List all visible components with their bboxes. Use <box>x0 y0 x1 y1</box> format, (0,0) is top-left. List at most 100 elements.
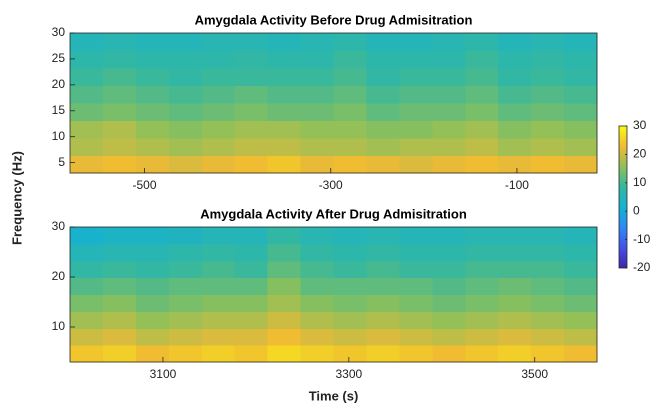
heatmap-cell <box>498 33 531 51</box>
heatmap-cell <box>235 121 268 139</box>
heatmap-cell <box>366 86 399 104</box>
heatmap-cell <box>235 33 268 51</box>
heatmap-cell <box>465 227 498 244</box>
heatmap-cell <box>70 345 103 362</box>
heatmap-cell <box>136 33 169 51</box>
heatmap-cell <box>334 121 367 139</box>
heatmap-cell <box>432 227 465 244</box>
heatmap-cell <box>268 278 301 295</box>
heatmap-cell <box>301 138 334 156</box>
x-tick-label: 3100 <box>150 367 177 381</box>
heatmap-cell <box>564 33 597 51</box>
heatmap-cell <box>169 33 202 51</box>
heatmap-cell <box>432 345 465 362</box>
heatmap-cell <box>202 295 235 312</box>
heatmap-cell <box>169 156 202 174</box>
heatmap-cell <box>498 328 531 345</box>
heatmap-cell <box>235 68 268 86</box>
heatmap-cell <box>531 244 564 261</box>
heatmap-cell <box>235 138 268 156</box>
heatmap-cell <box>334 33 367 51</box>
heatmap-cell <box>498 138 531 156</box>
heatmap-cell <box>235 227 268 244</box>
heatmap-cell <box>366 328 399 345</box>
heatmap-cell <box>136 51 169 69</box>
heatmap-cell <box>334 295 367 312</box>
y-tick-label: 30 <box>52 219 66 233</box>
heatmap-cell <box>366 278 399 295</box>
heatmap-cell <box>235 311 268 328</box>
heatmap-cell <box>334 51 367 69</box>
y-tick-label: 15 <box>52 103 66 117</box>
heatmap-cell <box>103 244 136 261</box>
colorbar-tick-label: 30 <box>633 118 647 132</box>
heatmap-cell <box>498 86 531 104</box>
heatmap-cell <box>103 33 136 51</box>
heatmap-cell <box>169 345 202 362</box>
heatmap-cell <box>268 261 301 278</box>
heatmap-cell <box>70 156 103 174</box>
heatmap-cell <box>301 121 334 139</box>
heatmap-cell <box>136 103 169 121</box>
heatmap-cell <box>366 156 399 174</box>
heatmap-cell <box>399 328 432 345</box>
heatmap-cell <box>301 328 334 345</box>
x-tick-label: -100 <box>505 178 529 192</box>
heatmap-cell <box>268 227 301 244</box>
heatmap-cell <box>531 227 564 244</box>
heatmap-cell <box>432 103 465 121</box>
heatmap-cell <box>202 345 235 362</box>
heatmap-cell <box>70 121 103 139</box>
heatmap-cell <box>498 244 531 261</box>
heatmap-cell <box>136 328 169 345</box>
heatmap-cell <box>432 33 465 51</box>
heatmap-cell <box>103 345 136 362</box>
heatmap-cell <box>103 121 136 139</box>
heatmap-cell <box>334 244 367 261</box>
chart-title: Amygdala Activity Before Drug Admisitrat… <box>195 12 473 27</box>
heatmap-cell <box>498 51 531 69</box>
heatmap-cell <box>334 138 367 156</box>
heatmap-cell <box>465 51 498 69</box>
y-tick-label: 20 <box>52 77 66 91</box>
heatmap-cell <box>268 103 301 121</box>
heatmap-cell <box>235 261 268 278</box>
heatmap-cell <box>235 51 268 69</box>
heatmap-cell <box>70 138 103 156</box>
y-tick-label: 5 <box>58 155 65 169</box>
heatmap-cell <box>531 345 564 362</box>
heatmap-cell <box>70 68 103 86</box>
heatmap-cell <box>564 311 597 328</box>
heatmap-cell <box>399 103 432 121</box>
heatmap-cell <box>465 345 498 362</box>
heatmap-cell <box>202 33 235 51</box>
heatmap-cell <box>366 227 399 244</box>
heatmap-cell <box>531 138 564 156</box>
heatmap-cell <box>268 86 301 104</box>
heatmap-cell <box>334 156 367 174</box>
heatmap-cell <box>136 261 169 278</box>
heatmap-cell <box>268 244 301 261</box>
heatmap-cell <box>498 311 531 328</box>
heatmap-cell <box>70 278 103 295</box>
figure: Frequency (Hz) Amygdala Activity Before … <box>0 0 652 409</box>
heatmap-cell <box>399 345 432 362</box>
heatmap-cell <box>202 121 235 139</box>
heatmap-cell <box>301 244 334 261</box>
heatmap-cell <box>202 244 235 261</box>
heatmap-cell <box>366 295 399 312</box>
heatmap-cell <box>564 227 597 244</box>
heatmap-cell <box>465 68 498 86</box>
heatmap-cell <box>465 328 498 345</box>
heatmap-cell <box>136 68 169 86</box>
heatmap-cell <box>334 103 367 121</box>
heatmap-cell <box>498 68 531 86</box>
heatmap-cell <box>399 295 432 312</box>
heatmap-cell <box>399 51 432 69</box>
heatmap-cell <box>465 261 498 278</box>
heatmap-cell <box>202 328 235 345</box>
heatmap-cell <box>169 311 202 328</box>
heatmap-cell <box>301 86 334 104</box>
heatmap-cell <box>366 33 399 51</box>
heatmap-cell <box>531 261 564 278</box>
